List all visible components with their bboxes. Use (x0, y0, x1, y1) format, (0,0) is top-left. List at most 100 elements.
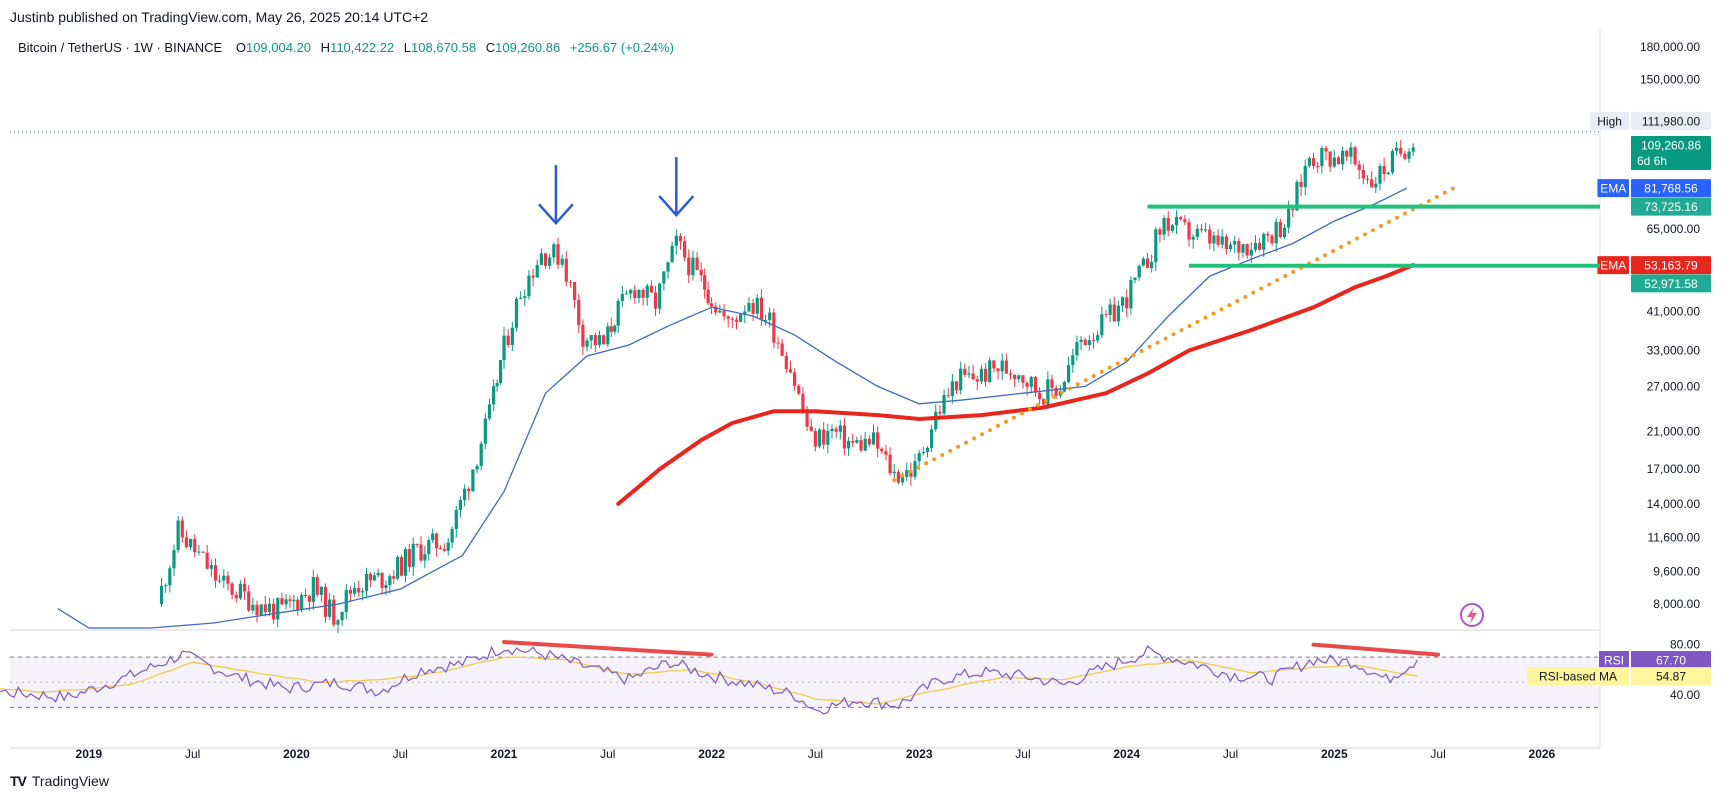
candle-body (1158, 229, 1162, 235)
price-badge: 73,725.16 (1631, 197, 1711, 216)
candle-body (954, 381, 959, 391)
candle (674, 229, 678, 255)
candle (1004, 353, 1008, 375)
candle (332, 594, 336, 628)
candle-body (495, 383, 499, 387)
candle (855, 436, 859, 444)
price-badge: EMA 53,163.79 (1597, 256, 1711, 275)
candle-body (434, 533, 439, 549)
candle (506, 329, 510, 348)
candle (606, 322, 610, 348)
candle (871, 424, 876, 445)
candle (1278, 218, 1282, 239)
candle-body (1054, 387, 1058, 396)
candle-body (1150, 262, 1154, 269)
symbol-name[interactable]: Bitcoin / TetherUS · 1W · BINANCE (18, 40, 223, 55)
candle (851, 433, 855, 448)
candle-body (788, 369, 793, 373)
candle-body (699, 269, 703, 276)
candle-body (768, 312, 772, 320)
candle (1050, 374, 1054, 396)
price-tick-label: 65,000.00 (1647, 222, 1701, 236)
candle-body (1365, 178, 1370, 180)
candle-body (364, 574, 369, 592)
candle-body (641, 290, 645, 298)
candle-body (1170, 225, 1175, 231)
price-tick-label: 27,000.00 (1647, 379, 1701, 393)
candle-body (284, 599, 288, 605)
candle (809, 418, 813, 432)
candle-body (581, 324, 585, 347)
candle-body (1316, 166, 1320, 168)
candle-body (552, 244, 556, 258)
candle-body (560, 258, 564, 265)
price-pane[interactable] (10, 131, 1600, 633)
candle (407, 543, 411, 573)
axis-layer: 180,000.00 150,000.00 65,000.00 41,000.00 33… (76, 40, 1701, 761)
candle-body (925, 447, 930, 453)
time-tick-label: 2022 (698, 747, 725, 761)
candle (1316, 161, 1320, 173)
candle-body (1349, 147, 1353, 157)
candle (535, 259, 539, 278)
time-tick-label: Jul (600, 747, 615, 761)
candle (1100, 306, 1104, 339)
candle-body (691, 257, 695, 276)
candle-body (1191, 236, 1195, 240)
candle (624, 290, 629, 295)
candle-body (633, 290, 637, 299)
candle (556, 237, 560, 270)
candle (784, 351, 788, 373)
ema-fast-line (57, 187, 1408, 629)
candle-body (1125, 297, 1129, 309)
candle-body (703, 275, 707, 290)
candle-body (776, 342, 780, 344)
candle (372, 572, 376, 582)
candle (772, 308, 776, 349)
candle (629, 288, 633, 300)
candle (539, 248, 543, 266)
candle (1129, 276, 1133, 315)
candle (1046, 371, 1050, 408)
candle-body (368, 574, 372, 581)
candle-body (280, 598, 284, 605)
candle (218, 574, 222, 584)
candle-body (1162, 218, 1166, 235)
rsi-pane[interactable] (0, 645, 1600, 715)
badge-value-box (1631, 197, 1711, 216)
candle (983, 363, 988, 387)
price-tick-label: 14,000.00 (1647, 497, 1701, 511)
candle-body (415, 543, 419, 545)
candle (164, 583, 168, 593)
change-value: +256.67 (+0.24%) (569, 40, 674, 55)
candle (695, 252, 699, 271)
candle (751, 299, 755, 322)
tradingview-footer[interactable]: TV TradingView (10, 773, 109, 789)
candle (188, 538, 193, 551)
candle-body (597, 335, 602, 346)
candle-body (1174, 216, 1179, 226)
candle-body (975, 379, 979, 382)
candle-body (1382, 166, 1386, 175)
candle-body (793, 372, 797, 386)
candle-body (564, 258, 568, 282)
candle-body (979, 368, 984, 382)
candle (747, 297, 751, 313)
candle (519, 291, 523, 299)
candle (431, 528, 435, 543)
time-tick-label: 2026 (1529, 747, 1556, 761)
candle (159, 577, 164, 607)
candle-body (859, 439, 863, 451)
candle-body (585, 340, 589, 347)
candle (475, 464, 479, 474)
price-badge: High 111,980.00 (1590, 111, 1711, 130)
candle-body (734, 319, 739, 322)
candle (423, 546, 427, 569)
candle (662, 270, 666, 291)
candle-body (913, 461, 917, 477)
candle (1328, 151, 1332, 172)
rsi-ma-line (0, 656, 1418, 705)
time-tick-label: Jul (1015, 747, 1030, 761)
candle (946, 387, 950, 399)
